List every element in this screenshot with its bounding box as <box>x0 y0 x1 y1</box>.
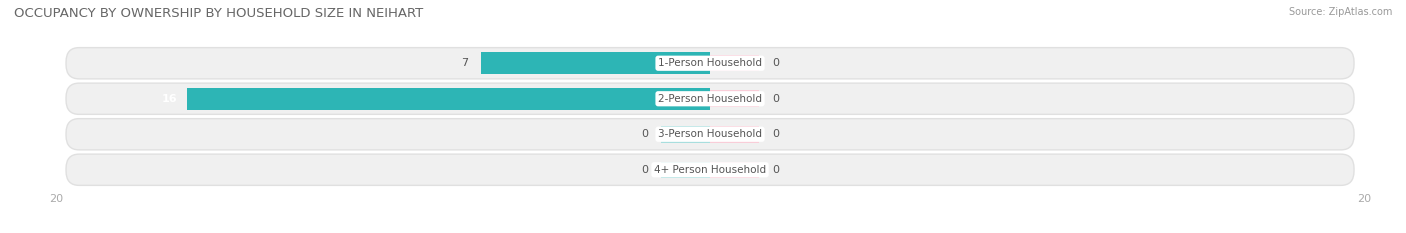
Text: 2-Person Household: 2-Person Household <box>658 94 762 104</box>
Text: Source: ZipAtlas.com: Source: ZipAtlas.com <box>1288 7 1392 17</box>
Bar <box>710 126 759 143</box>
Text: OCCUPANCY BY OWNERSHIP BY HOUSEHOLD SIZE IN NEIHART: OCCUPANCY BY OWNERSHIP BY HOUSEHOLD SIZE… <box>14 7 423 20</box>
Text: 0: 0 <box>772 58 779 68</box>
FancyBboxPatch shape <box>66 154 1354 185</box>
Bar <box>661 161 710 178</box>
Bar <box>187 88 710 110</box>
Text: 0: 0 <box>772 129 779 139</box>
Text: 0: 0 <box>772 165 779 175</box>
FancyBboxPatch shape <box>66 48 1354 79</box>
Text: 1-Person Household: 1-Person Household <box>658 58 762 68</box>
Bar <box>661 126 710 143</box>
Bar <box>481 52 710 74</box>
Text: 0: 0 <box>641 165 648 175</box>
Text: 0: 0 <box>641 129 648 139</box>
Bar <box>710 55 759 72</box>
FancyBboxPatch shape <box>66 119 1354 150</box>
Text: 3-Person Household: 3-Person Household <box>658 129 762 139</box>
Text: 4+ Person Household: 4+ Person Household <box>654 165 766 175</box>
Bar <box>710 90 759 107</box>
Text: 0: 0 <box>772 94 779 104</box>
FancyBboxPatch shape <box>66 83 1354 114</box>
Bar <box>710 161 759 178</box>
Text: 7: 7 <box>461 58 468 68</box>
Text: 16: 16 <box>162 94 177 104</box>
